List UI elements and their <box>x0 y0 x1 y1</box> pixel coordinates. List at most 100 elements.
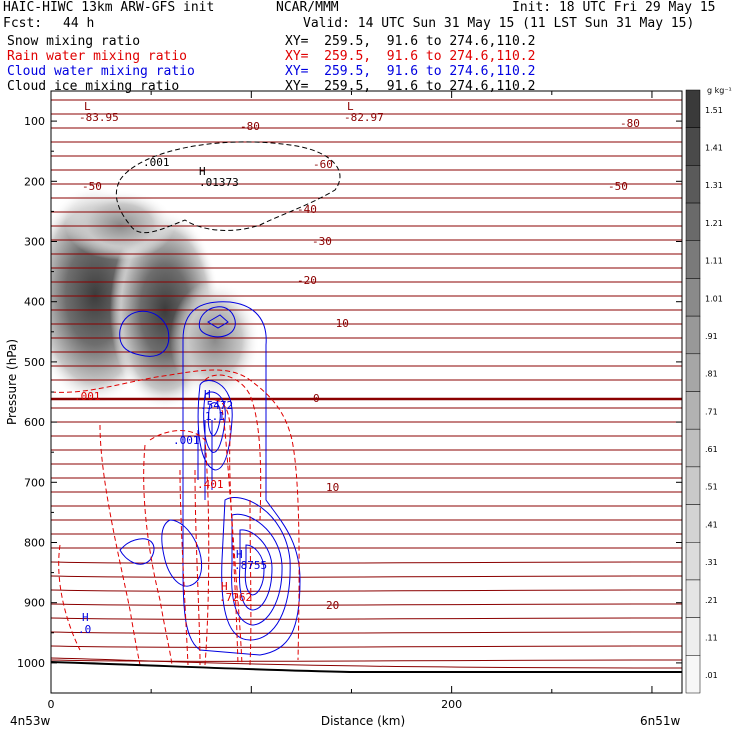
y-tick-label: 500 <box>24 356 45 369</box>
isotherm-label: -20 <box>297 274 317 287</box>
colorbar-label: .21 <box>705 596 718 605</box>
rain-water-contours <box>51 369 300 666</box>
forecast-label: Fcst: <box>3 16 43 31</box>
colorbar-label: .81 <box>705 370 718 379</box>
isotherm-label: -10 <box>329 317 349 330</box>
isotherm-label: -50 <box>608 180 628 193</box>
high-marker: H <box>236 548 243 561</box>
isotherm-line <box>51 589 682 592</box>
cloud-water-high-value: .5472 <box>200 399 233 412</box>
colorbar-swatch <box>685 504 701 543</box>
low-value-2: -82.97 <box>344 111 384 124</box>
high-marker: H <box>204 388 211 401</box>
isotherm-label: 20 <box>326 599 339 612</box>
colorbar-label: .01 <box>705 671 718 680</box>
legend-xy-cloudwater: XY= 259.5, 91.6 to 274.6,110.2 <box>285 64 536 79</box>
forecast-hours: 44 h <box>63 16 95 31</box>
x-axis: 0 200 <box>48 91 653 711</box>
y-tick-label: 900 <box>24 597 45 610</box>
y-tick-label: 800 <box>24 537 45 550</box>
colorbar-label: 1.01 <box>705 294 723 303</box>
colorbar: 1.51 1.41 1.31 1.21 1.11 1.01 .91 .81 .71 .61 .51.… <box>685 89 723 694</box>
colorbar-swatch <box>685 127 701 166</box>
colorbar-units: g kg⁻¹ <box>707 86 732 95</box>
legend-xy-snow: XY= 259.5, 91.6 to 274.6,110.2 <box>285 34 536 49</box>
rain-high-value: .7262 <box>219 591 252 604</box>
y-axis-title: Pressure (hPa) <box>5 339 19 425</box>
cloud-ice-contour <box>115 141 341 234</box>
colorbar-label: .71 <box>705 407 718 416</box>
isotherm-label: -80 <box>620 117 640 130</box>
isotherm-label: -60 <box>313 158 333 171</box>
cloud-water-contour-label: .001 <box>173 434 200 447</box>
isotherm-label: -30 <box>312 235 332 248</box>
colorbar-swatch <box>685 428 701 468</box>
y-tick-label: 400 <box>24 296 45 309</box>
legend-field-cloudice: Cloud ice mixing ratio <box>7 79 180 94</box>
colorbar-label: 1.11 <box>705 257 723 266</box>
colorbar-swatch <box>685 89 701 128</box>
cloud-water-high-value: .0 <box>78 623 91 636</box>
colorbar-label: .61 <box>705 445 718 454</box>
colorbar-swatch <box>685 617 701 656</box>
x-start-location: 4n53w <box>10 714 51 728</box>
colorbar-swatch <box>685 240 701 279</box>
colorbar-label: 1.51 <box>705 106 723 115</box>
colorbar-label: 1.21 <box>705 219 723 228</box>
org-label: NCAR/MMM <box>276 0 339 15</box>
isotherm-label: 0 <box>313 392 320 405</box>
isotherm-label: -40 <box>297 203 317 216</box>
y-tick-label: 300 <box>24 236 45 249</box>
isotherm-line <box>51 603 682 606</box>
colorbar-swatch <box>685 466 701 505</box>
rain-contour-label: .401 <box>197 478 224 491</box>
isotherm-line <box>51 645 682 648</box>
colorbar-label: .31 <box>705 558 718 567</box>
valid-time: Valid: 14 UTC Sun 31 May 15 (11 LST Sun … <box>303 16 695 31</box>
colorbar-swatch <box>685 391 701 430</box>
x-end-location: 6n51w <box>640 714 681 728</box>
ice-high-value: .01373 <box>199 176 239 189</box>
isotherm-line <box>51 659 682 662</box>
colorbar-label: .41 <box>705 520 718 529</box>
colorbar-swatch <box>685 202 701 241</box>
colorbar-swatch <box>685 165 701 204</box>
isotherm-label: 10 <box>326 481 339 494</box>
x-tick-label: 200 <box>441 698 462 711</box>
x-tick-label: 0 <box>48 698 55 711</box>
colorbar-label: 1.41 <box>705 144 723 153</box>
colorbar-label: 1.31 <box>705 181 723 190</box>
colorbar-swatch <box>685 353 701 392</box>
y-tick-label: 700 <box>24 476 45 489</box>
isotherm-lines <box>51 99 682 662</box>
x-axis-title: Distance (km) <box>321 714 405 728</box>
colorbar-label: .91 <box>705 332 718 341</box>
colorbar-label: .11 <box>705 633 718 642</box>
cloud-water-contours <box>119 301 301 656</box>
colorbar-swatch <box>685 579 701 618</box>
legend-field-cloudwater: Cloud water mixing ratio <box>7 64 195 79</box>
legend-xy-rain: XY= 259.5, 91.6 to 274.6,110.2 <box>285 49 536 64</box>
y-tick-label: 1000 <box>17 657 45 670</box>
y-tick-label: 600 <box>24 416 45 429</box>
init-time: Init: 18 UTC Fri 29 May 15 <box>512 0 716 15</box>
high-marker: H <box>82 611 89 624</box>
colorbar-swatch <box>685 315 701 355</box>
legend-field-snow: Snow mixing ratio <box>7 34 141 49</box>
high-marker: H <box>199 165 206 178</box>
low-marker-1: L <box>84 100 91 113</box>
colorbar-label: .51 <box>705 483 718 492</box>
snow-shading <box>51 185 260 410</box>
colorbar-swatch <box>685 542 701 581</box>
legend-field-rain: Rain water mixing ratio <box>7 49 188 64</box>
isotherm-label: -80 <box>240 120 260 133</box>
cloud-water-contour-label: 1.1 <box>205 410 225 423</box>
low-value-1: -83.95 <box>79 111 119 124</box>
colorbar-swatch <box>685 655 701 694</box>
isotherm-line <box>51 575 682 578</box>
high-marker: H <box>221 580 228 593</box>
isotherm-line <box>51 561 682 564</box>
isotherm-line <box>51 617 682 620</box>
